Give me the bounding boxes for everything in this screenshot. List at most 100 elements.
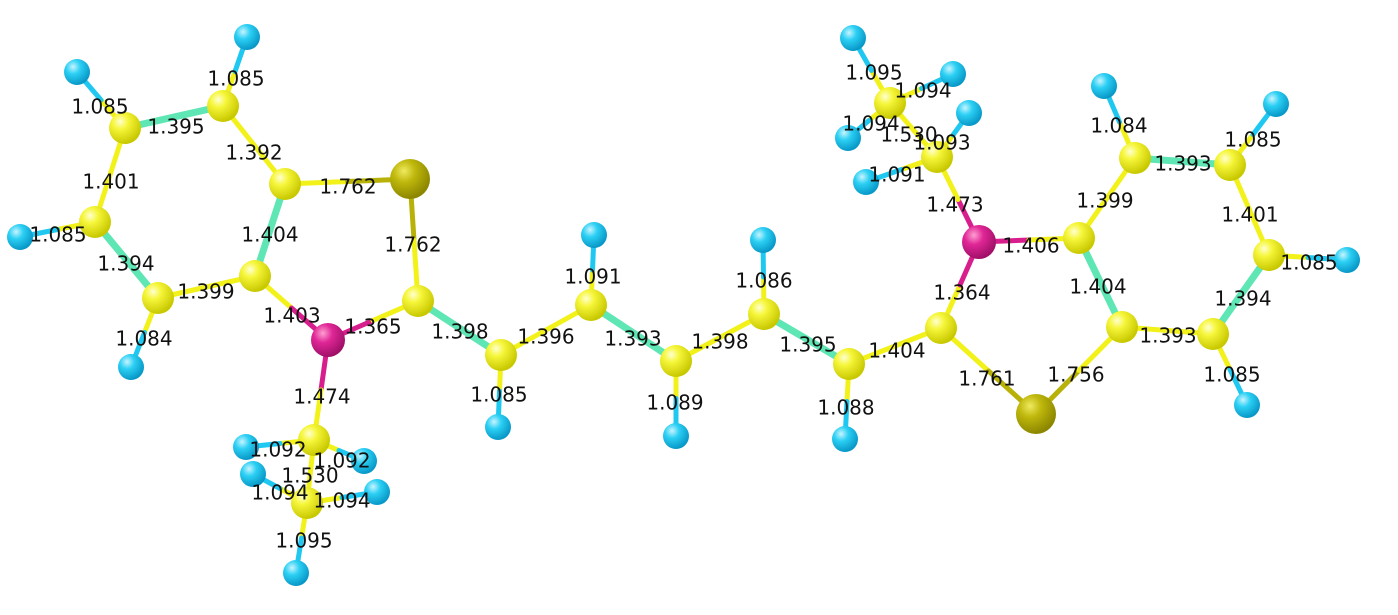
carbon-atom xyxy=(79,206,111,238)
hydrogen-atom xyxy=(7,224,33,250)
bond-length-label: 1.085 xyxy=(470,383,527,407)
bond-length-label: 1.403 xyxy=(263,304,320,328)
carbon-atom xyxy=(269,168,301,200)
aromatic-bond-segment xyxy=(587,301,680,365)
hydrogen-atom xyxy=(840,25,866,51)
bond-length-label: 1.086 xyxy=(735,269,792,293)
hydrogen-atom xyxy=(832,426,858,452)
carbon-atom xyxy=(239,260,271,292)
bond xyxy=(587,301,680,365)
bond-length-label: 1.473 xyxy=(926,193,983,217)
bond-length-label: 1.093 xyxy=(913,131,970,155)
bond xyxy=(1209,251,1273,338)
hydrogen-atom xyxy=(283,560,309,586)
carbon-atom xyxy=(1197,318,1229,350)
hydrogen-atom xyxy=(1234,392,1260,418)
carbon-atom xyxy=(1063,222,1095,254)
nitrogen-atom xyxy=(962,225,996,259)
bond xyxy=(91,218,162,302)
bond xyxy=(1075,234,1126,331)
carbon-atom xyxy=(291,487,323,519)
hydrogen-atom xyxy=(233,434,259,460)
bond-length-label: 1.085 xyxy=(1224,128,1281,152)
hydrogen-atom xyxy=(956,100,982,126)
carbon-atom xyxy=(748,298,780,330)
bond-length-label: 1.762 xyxy=(384,233,441,257)
bond-length-label: 1.404 xyxy=(868,339,925,363)
carbon-atom xyxy=(575,289,607,321)
aromatic-bond-segment xyxy=(414,297,505,359)
bond-length-label: 1.761 xyxy=(958,367,1015,391)
atoms-layer xyxy=(7,24,1360,586)
bond-length-label: 1.530 xyxy=(880,123,937,147)
bond-length-label: 1.091 xyxy=(868,163,925,187)
carbon-atom xyxy=(925,312,957,344)
bond-length-label: 1.395 xyxy=(779,333,836,357)
bond-length-label: 1.756 xyxy=(1047,363,1104,387)
carbon-atom xyxy=(402,285,434,317)
aromatic-bond-segment xyxy=(1075,234,1126,331)
bond-length-label: 1.095 xyxy=(845,61,902,85)
aromatic-bond-segment xyxy=(121,102,227,132)
bond-length-label: 1.395 xyxy=(147,115,204,139)
bond-length-label: 1.401 xyxy=(82,170,139,194)
bond-length-label: 1.092 xyxy=(313,449,370,473)
carbon-atom xyxy=(207,90,239,122)
bond-length-label: 1.094 xyxy=(251,481,308,505)
bond-length-label: 1.406 xyxy=(1002,234,1059,258)
bond-length-label: 1.404 xyxy=(1069,275,1126,299)
sulfur-atom xyxy=(1016,394,1056,434)
bond-length-label: 1.404 xyxy=(241,223,298,247)
bond-length-label: 1.085 xyxy=(207,67,264,91)
carbon-atom xyxy=(1214,149,1246,181)
carbon-atom xyxy=(921,141,953,173)
bond-length-label: 1.089 xyxy=(646,391,703,415)
carbon-atom xyxy=(1119,142,1151,174)
hydrogen-atom xyxy=(485,414,511,440)
hydrogen-atom xyxy=(118,354,144,380)
hydrogen-atom xyxy=(940,61,966,87)
bond-length-label: 1.396 xyxy=(517,325,574,349)
hydrogen-atom xyxy=(64,59,90,85)
hydrogen-atom xyxy=(1334,247,1360,273)
hydrogen-atom xyxy=(364,479,390,505)
hydrogen-atom xyxy=(663,423,689,449)
bond-length-label: 1.091 xyxy=(564,265,621,289)
hydrogen-atom xyxy=(240,461,266,487)
aromatic-bond-segment xyxy=(760,310,853,368)
bond-length-label: 1.092 xyxy=(249,438,306,462)
bond-length-label: 1.398 xyxy=(691,330,748,354)
bond-length-label: 1.762 xyxy=(319,175,376,199)
hydrogen-atom xyxy=(1263,91,1289,117)
hydrogen-atom xyxy=(351,448,377,474)
bond-length-label: 1.085 xyxy=(29,223,86,247)
bond-length-label: 1.392 xyxy=(225,141,282,165)
hydrogen-atom xyxy=(1091,73,1117,99)
hydrogen-atom xyxy=(835,125,861,151)
bond-length-label: 1.088 xyxy=(817,396,874,420)
bond-length-label: 1.085 xyxy=(1280,251,1337,275)
carbon-atom xyxy=(874,87,906,119)
bond-length-label: 1.085 xyxy=(71,95,128,119)
carbon-atom xyxy=(109,112,141,144)
bond-length-label: 1.393 xyxy=(604,327,661,351)
bond-length-label: 1.394 xyxy=(1214,287,1271,311)
bond-length-label: 1.398 xyxy=(431,320,488,344)
bond-length-label: 1.094 xyxy=(842,112,899,136)
bond xyxy=(414,297,505,359)
aromatic-bond-segment xyxy=(251,180,289,280)
bond-length-label: 1.399 xyxy=(1076,189,1133,213)
bond xyxy=(251,180,289,280)
hydrogen-atom xyxy=(853,169,879,195)
bond-length-label: 1.094 xyxy=(894,79,951,103)
bond-length-label: 1.393 xyxy=(1154,152,1211,176)
bond-length-label: 1.085 xyxy=(1203,363,1260,387)
nitrogen-atom xyxy=(311,323,345,357)
bond-length-label: 1.530 xyxy=(281,464,338,488)
bond-length-label: 1.094 xyxy=(313,489,370,513)
bond-length-label: 1.399 xyxy=(177,280,234,304)
bond-length-label: 1.084 xyxy=(1090,114,1147,138)
carbon-atom xyxy=(485,339,517,371)
